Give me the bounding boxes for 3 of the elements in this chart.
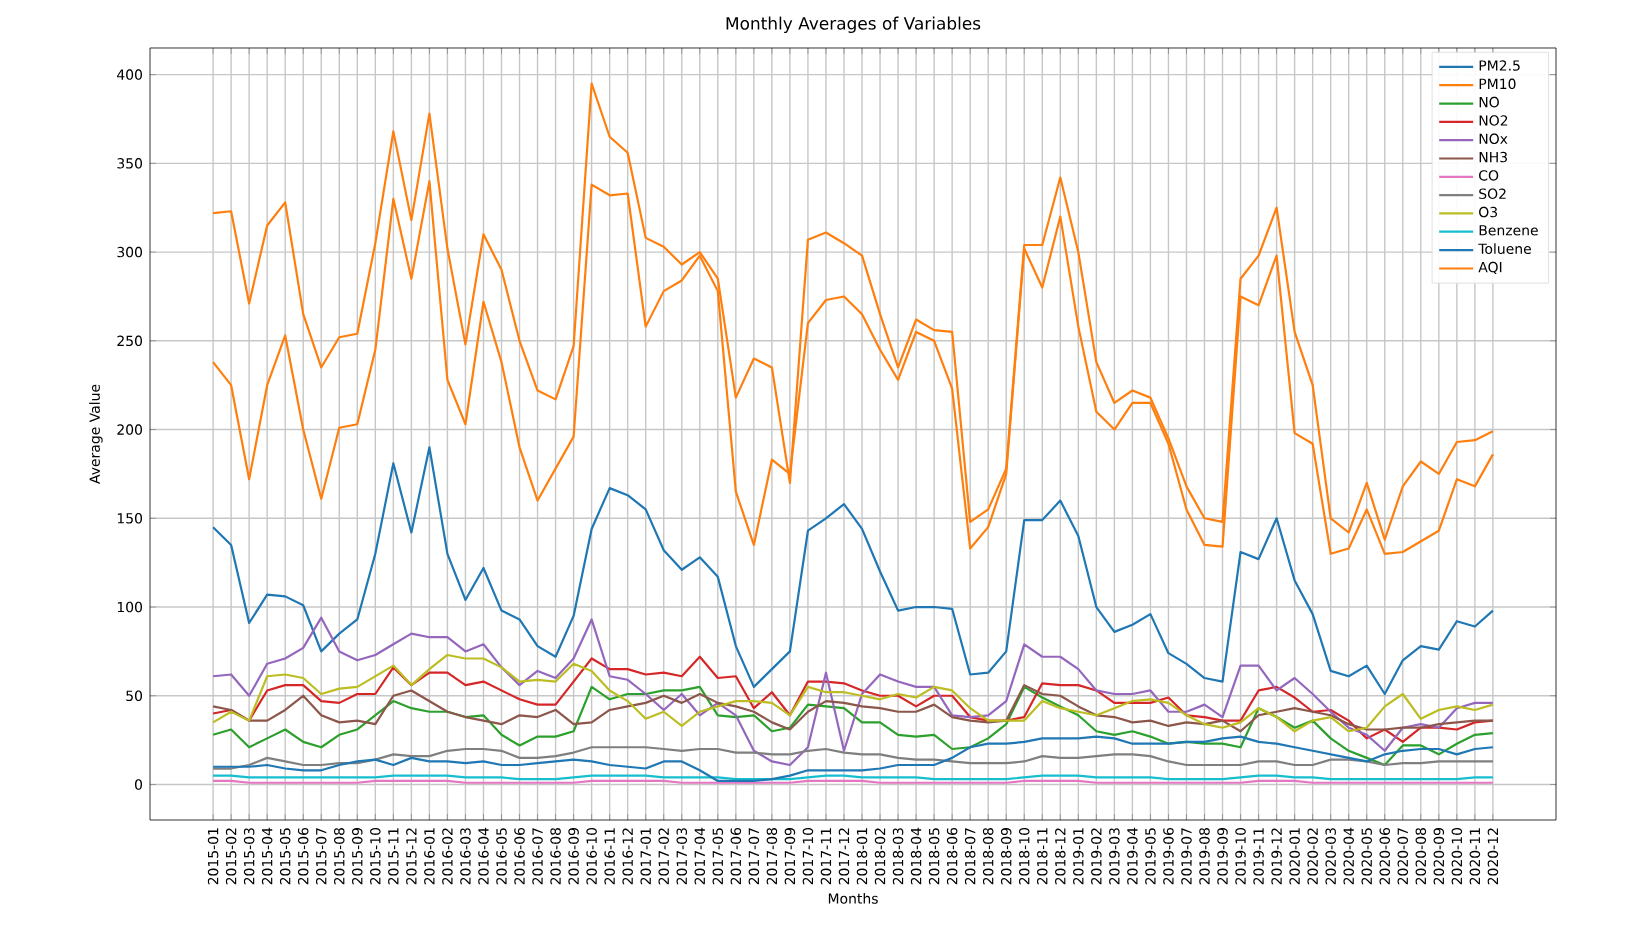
line-series [211, 446, 1495, 696]
line-series [211, 616, 1495, 767]
chart-title: Monthly Averages of Variables [726, 16, 981, 33]
